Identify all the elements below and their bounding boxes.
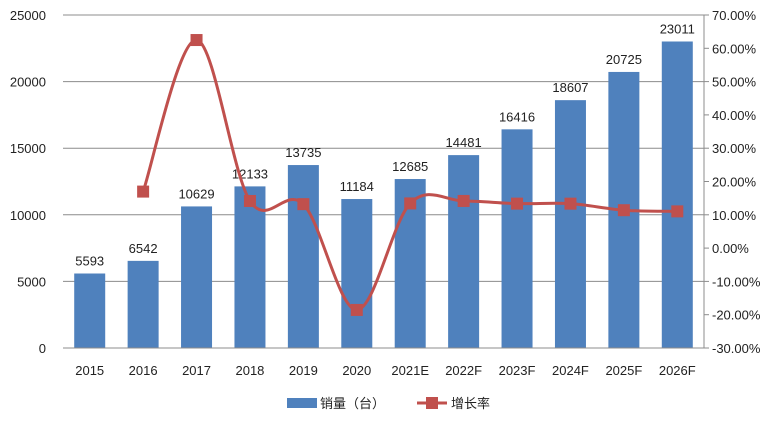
bar (341, 199, 373, 348)
bar-data-label: 12685 (392, 159, 428, 174)
growth-rate-marker (297, 198, 310, 211)
x-axis-tick-label: 2015 (75, 363, 104, 378)
bar-data-label: 10629 (178, 186, 214, 201)
legend-line-label: 增长率 (451, 396, 490, 411)
growth-rate-marker (190, 34, 203, 47)
left-axis-tick-label: 0 (39, 341, 46, 356)
bar (448, 155, 480, 348)
right-axis-tick-label: -20.00% (712, 308, 761, 323)
bar (661, 41, 693, 349)
x-axis-tick-label: 2016 (129, 363, 158, 378)
right-axis-tick-label: 70.00% (712, 8, 757, 23)
x-axis-tick-label: 2020 (342, 363, 371, 378)
x-axis-tick-label: 2024F (552, 363, 589, 378)
right-axis-tick-label: 20.00% (712, 175, 757, 190)
x-axis-tick-label: 2018 (235, 363, 264, 378)
legend-bar-swatch (287, 398, 317, 408)
right-axis-tick-label: 10.00% (712, 208, 757, 223)
right-axis-tick-label: -30.00% (712, 341, 761, 356)
growth-rate-marker (457, 194, 470, 207)
bar (181, 206, 213, 348)
x-axis-tick-label: 2017 (182, 363, 211, 378)
bar-data-label: 16416 (499, 109, 535, 124)
left-axis-tick-label: 25000 (10, 8, 46, 23)
right-axis-tick-label: 50.00% (712, 75, 757, 90)
bar (234, 186, 266, 348)
bar-data-label: 20725 (606, 52, 642, 67)
bar-data-label: 6542 (129, 241, 158, 256)
x-axis-tick-label: 2022F (445, 363, 482, 378)
x-axis-tick-label: 2023F (499, 363, 536, 378)
growth-rate-marker (404, 197, 417, 210)
bar (127, 260, 159, 348)
left-axis-tick-label: 5000 (17, 274, 46, 289)
growth-rate-marker (564, 197, 577, 210)
legend-bar-label: 销量（台） (320, 396, 385, 411)
growth-rate-marker (617, 204, 630, 217)
bar-data-label: 5593 (75, 254, 104, 269)
right-axis-tick-label: -10.00% (712, 274, 761, 289)
x-axis-tick-label: 2026F (659, 363, 696, 378)
left-axis-tick-label: 15000 (10, 141, 46, 156)
x-axis-tick-label: 2019 (289, 363, 318, 378)
bar (501, 129, 533, 348)
growth-rate-marker (350, 303, 363, 316)
right-axis-tick-label: 60.00% (712, 41, 757, 56)
bar-data-label: 14481 (446, 135, 482, 150)
right-axis-tick-label: 40.00% (712, 108, 757, 123)
right-axis-tick-label: 0.00% (712, 241, 749, 256)
left-axis-tick-label: 10000 (10, 208, 46, 223)
legend-line-marker (426, 397, 438, 409)
growth-rate-marker (671, 205, 684, 218)
bar-data-label: 18607 (552, 80, 588, 95)
bar (554, 100, 586, 349)
growth-rate-marker (243, 194, 256, 207)
x-axis-tick-label: 2025F (605, 363, 642, 378)
bar-data-label: 11184 (340, 179, 374, 194)
bar (287, 165, 319, 348)
bar-data-label: 13735 (285, 145, 321, 160)
x-axis-tick-label: 2021E (391, 363, 429, 378)
left-axis-tick-label: 20000 (10, 75, 46, 90)
right-axis-tick-label: 30.00% (712, 141, 757, 156)
growth-rate-marker (511, 197, 524, 210)
growth-rate-marker (137, 185, 150, 198)
bar-data-label: 23011 (660, 21, 695, 36)
bar (74, 273, 106, 348)
